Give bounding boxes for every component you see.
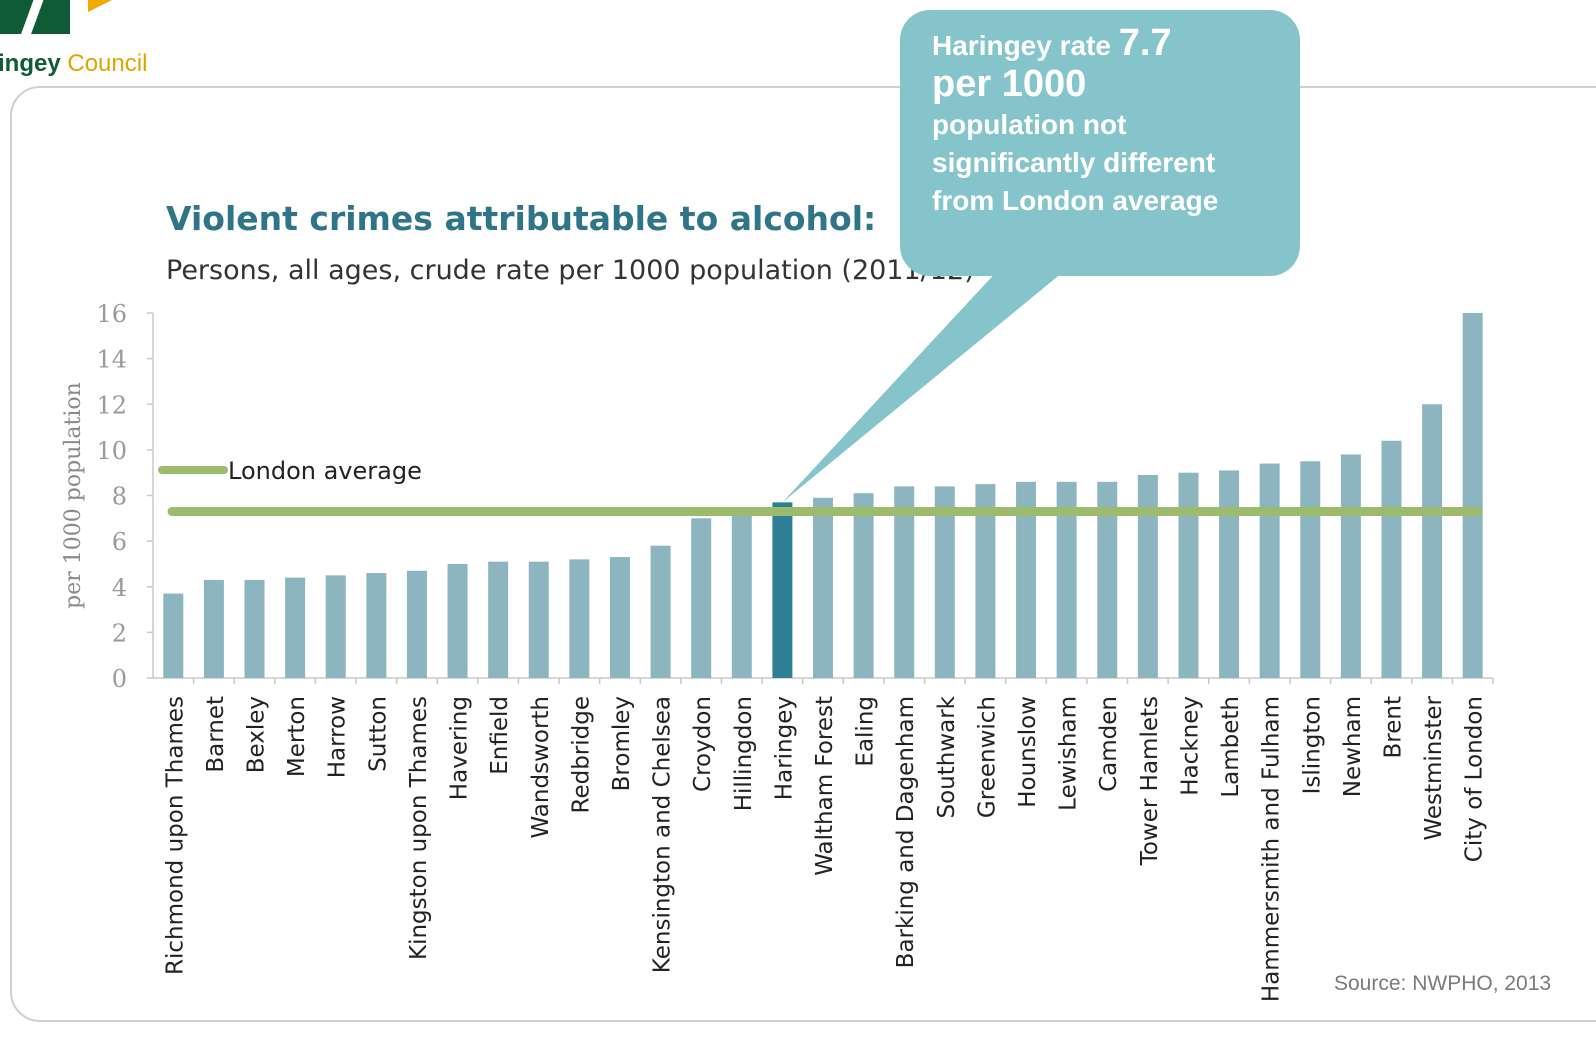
x-tick-label: Bexley	[244, 696, 270, 773]
x-tick-label: Hammersmith and Fulham	[1259, 696, 1285, 1002]
x-tick-label: Hillingdon	[731, 696, 757, 811]
x-tick-label: Redbridge	[568, 696, 594, 814]
bar	[853, 493, 874, 678]
x-tick-label: Croydon	[690, 696, 716, 792]
bar	[894, 486, 915, 678]
y-axis-label: per 1000 population	[61, 382, 86, 609]
bar	[1259, 463, 1280, 678]
bar	[163, 593, 184, 678]
callout-unit: per 1000	[932, 63, 1087, 105]
x-tick-label: Kingston upon Thames	[406, 696, 432, 960]
bar	[813, 497, 833, 678]
x-tick-label: Newham	[1340, 696, 1366, 797]
bar	[975, 484, 996, 678]
x-tick-label: City of London	[1462, 696, 1488, 862]
x-tick-label: Harrow	[325, 696, 351, 778]
bar	[1137, 474, 1158, 678]
y-tick-label: 0	[112, 665, 127, 693]
callout-pointer	[782, 268, 1068, 503]
council-logo	[0, 0, 70, 34]
x-tick-label: Brent	[1380, 696, 1406, 758]
x-tick-label: Tower Hamlets	[1137, 696, 1163, 866]
bar	[366, 573, 387, 678]
bar	[569, 559, 590, 678]
bar	[772, 502, 793, 678]
x-tick-label: Merton	[284, 696, 310, 777]
chart-panel-border	[10, 86, 1596, 1022]
council-name-part2: Council	[67, 50, 148, 77]
y-tick-label: 2	[112, 619, 127, 647]
callout-value: 7.7	[1118, 22, 1172, 64]
x-tick-label: Barnet	[203, 696, 229, 773]
x-tick-label: Bromley	[609, 696, 635, 791]
bar	[203, 579, 224, 678]
bar	[325, 575, 346, 678]
x-tick-label: Havering	[447, 696, 473, 800]
callout-text: Haringey rate 7.7 per 1000 population no…	[932, 24, 1282, 220]
x-tick-label: Islington	[1299, 696, 1325, 794]
chart-subtitle: Persons, all ages, crude rate per 1000 p…	[166, 255, 975, 286]
chart-title: Violent crimes attributable to alcohol:	[166, 199, 876, 238]
y-tick-label: 4	[112, 574, 127, 602]
bar	[244, 579, 265, 678]
bar	[1056, 481, 1077, 678]
x-tick-label: Ealing	[853, 696, 879, 767]
bar	[609, 557, 630, 678]
callout-description: population not significantly different f…	[932, 109, 1219, 216]
y-tick-label: 6	[112, 528, 127, 556]
bar	[1462, 313, 1483, 678]
bar	[1178, 472, 1199, 678]
bar	[488, 561, 509, 678]
bar	[691, 518, 712, 678]
x-tick-label: Enfield	[487, 696, 513, 775]
x-tick-label: Barking and Dagenham	[893, 696, 919, 968]
bar	[528, 561, 549, 678]
x-tick-label: Greenwich	[974, 696, 1000, 818]
bar	[731, 509, 752, 678]
source-note: Source: NWPHO, 2013	[1334, 972, 1552, 995]
bar	[285, 577, 306, 678]
bar	[1219, 470, 1240, 678]
council-name-part1: ingey	[0, 50, 61, 77]
bar	[1016, 481, 1037, 678]
callout-box	[900, 10, 1300, 276]
bar	[1422, 404, 1443, 678]
y-tick-label: 8	[112, 483, 127, 511]
y-tick-label: 14	[96, 346, 127, 374]
bar	[406, 570, 427, 678]
x-tick-label: Camden	[1096, 696, 1122, 792]
x-tick-label: Hounslow	[1015, 696, 1041, 808]
bar	[447, 563, 468, 678]
y-tick-label: 16	[96, 300, 127, 328]
callout-prefix: Haringey rate	[932, 30, 1111, 61]
legend-label: London average	[228, 457, 422, 485]
x-tick-label: Southwark	[934, 695, 960, 818]
x-tick-label: Hackney	[1177, 696, 1203, 796]
x-tick-label: Waltham Forest	[812, 696, 838, 876]
x-tick-label: Westminster	[1421, 695, 1447, 840]
bar	[934, 486, 955, 678]
x-tick-label: Richmond upon Thames	[162, 696, 188, 975]
bar	[1097, 481, 1118, 678]
bar	[1300, 461, 1321, 678]
council-name: ingey Council	[0, 50, 147, 78]
bar	[650, 545, 671, 678]
x-tick-label: Kensington and Chelsea	[650, 696, 676, 973]
bar	[1340, 454, 1361, 678]
y-tick-label: 10	[96, 437, 127, 465]
x-tick-label: Lewisham	[1056, 696, 1082, 811]
bar	[1381, 440, 1402, 678]
x-tick-label: Lambeth	[1218, 696, 1244, 798]
x-tick-label: Sutton	[365, 696, 391, 772]
x-tick-label: Haringey	[771, 696, 797, 800]
y-tick-label: 12	[96, 391, 127, 419]
x-tick-label: Wandsworth	[528, 696, 554, 838]
